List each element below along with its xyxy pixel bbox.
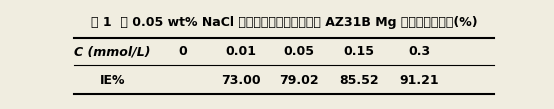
Text: 85.52: 85.52 <box>339 74 379 87</box>
Text: 表 1  在 0.05 wt% NaCl 介质中不同浓度缓蚀剂对 AZ31B Mg 合金的缓蚀效率(%): 表 1 在 0.05 wt% NaCl 介质中不同浓度缓蚀剂对 AZ31B Mg… <box>91 16 477 29</box>
Text: 73.00: 73.00 <box>221 74 261 87</box>
Text: IE%: IE% <box>99 74 125 87</box>
Text: 0.15: 0.15 <box>343 45 375 58</box>
Text: 0.01: 0.01 <box>225 45 257 58</box>
Text: 0.3: 0.3 <box>408 45 430 58</box>
Text: 0: 0 <box>178 45 187 58</box>
Text: 79.02: 79.02 <box>279 74 319 87</box>
Text: C (mmol/L): C (mmol/L) <box>74 45 151 58</box>
Text: 0.05: 0.05 <box>284 45 315 58</box>
Text: 91.21: 91.21 <box>399 74 439 87</box>
